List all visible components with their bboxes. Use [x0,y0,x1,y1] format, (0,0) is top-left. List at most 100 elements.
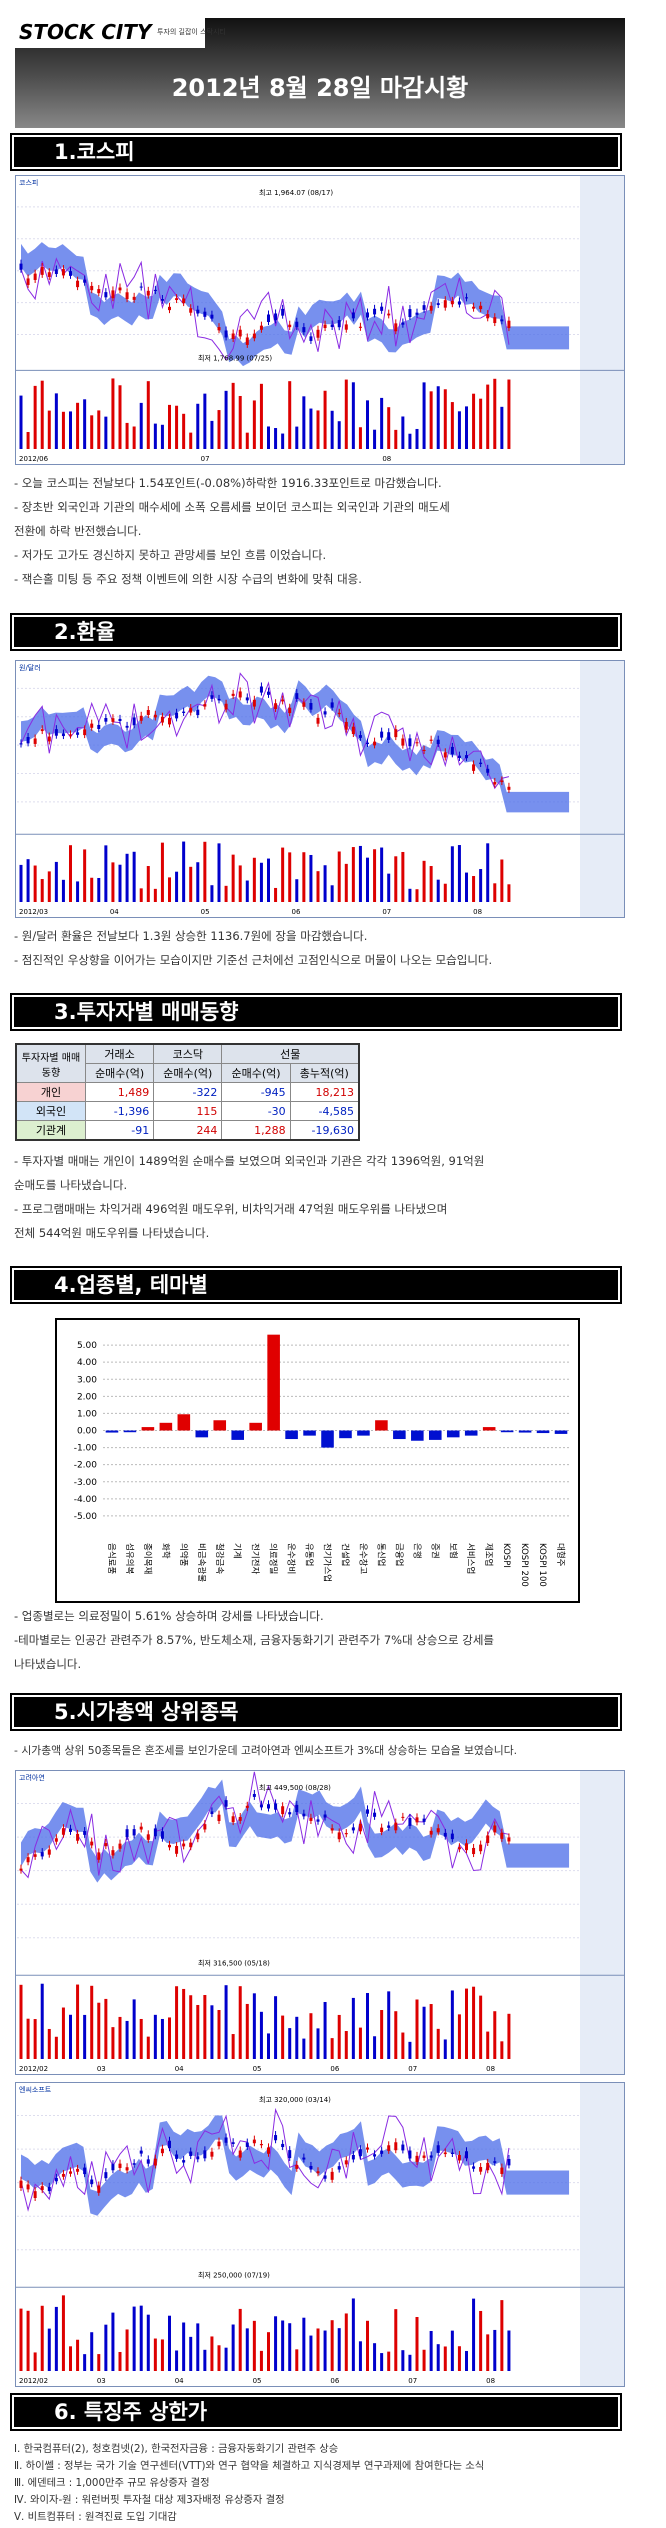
candle [281,308,285,316]
table-cell: 개인 [15,1082,86,1102]
volume [175,405,179,449]
candle [373,308,377,315]
candle [76,732,80,735]
x-label: 07 [201,455,210,463]
x-label: 07 [408,2065,417,2073]
candle [125,2167,129,2171]
volume [387,2351,391,2371]
volume [394,856,398,902]
volume [267,426,270,449]
volume [83,849,87,902]
table-cell: -19,630 [289,1120,360,1141]
candle [316,329,320,338]
candle [90,1841,94,1846]
volume [245,2328,249,2371]
volume [351,847,355,902]
bar [339,1430,352,1439]
volume [450,402,454,449]
volume [486,843,490,902]
volume [465,406,468,449]
price-axis [580,176,624,464]
x-tick-label: 의약품 [178,1543,189,1567]
x-label: 06 [330,2377,339,2385]
volume [97,877,101,902]
candle [408,1818,412,1826]
candle [507,1837,511,1842]
candle [146,2159,150,2164]
candle [337,2166,341,2170]
volume [61,2295,65,2371]
candle [196,709,200,716]
volume [175,871,179,902]
candle [153,289,157,292]
candle [132,1829,136,1836]
candle [330,702,334,708]
volume [132,1999,136,2059]
volume [337,851,341,902]
candle [401,2144,405,2151]
bar [303,1430,316,1436]
candle [486,768,490,773]
volume [259,2350,263,2371]
volume [168,404,171,449]
volume [160,2018,164,2059]
candle [366,2147,369,2150]
bar [123,1430,137,1433]
bar [500,1430,514,1433]
chart-name: 엔씨소프트 [19,2085,52,2094]
candle [457,1847,461,1850]
volume [19,395,23,449]
bar [554,1430,568,1434]
candle [316,717,320,724]
volume [422,2349,426,2371]
candle [175,1845,179,1854]
volume [309,854,313,902]
lagging-line [20,1771,510,1879]
x-tick-label: 운수장비 [286,1543,297,1574]
candle [47,272,51,277]
candle [507,786,511,790]
volume [366,857,369,902]
candle [493,317,497,324]
candle [380,306,384,311]
candle [83,279,87,283]
candle [358,326,362,328]
candle [436,1828,440,1833]
stock-chart: 원/달러 2012/03 04 05 06 07 08 [15,660,625,918]
x-label: 2012/02 [19,2377,48,2385]
volume [189,866,193,902]
volume [493,883,497,902]
volume [210,885,214,902]
volume [337,2014,341,2059]
volume [224,1985,228,2059]
bullet-text: - 투자자별 매매는 개인이 1489억원 순매수를 보였으며 외국인과 기관은… [14,1154,485,1168]
candle [111,290,115,299]
candle [61,1828,65,1835]
section-title: 6. 특징주 상한가 [10,2393,622,2431]
volume [210,2336,214,2371]
candle [373,2154,377,2157]
bar [267,1334,280,1431]
table-row: 기관계 -91 244 1,288 -19,630 [15,1120,360,1141]
candle [146,1834,150,1840]
volume [479,869,483,902]
high-label: 최고 320,000 (03/14) [259,2095,331,2104]
table-cell: -945 [221,1082,291,1102]
volume [90,877,94,902]
candle [259,686,263,693]
volume [457,2014,461,2059]
candle [507,320,511,329]
x-tick-label: 화학 [160,1543,171,1559]
volume [486,2031,490,2059]
volume [238,1986,242,2059]
volume [295,426,299,449]
volume [47,410,51,449]
candle [238,691,242,698]
candle [224,2137,228,2143]
volume [189,2336,193,2371]
volume [132,2306,136,2371]
candle [245,1805,249,1808]
tagline: 투자의 길잡이 스탁시티 [157,28,226,36]
volume [132,851,136,902]
x-tick-label: 은행 [411,1543,422,1559]
